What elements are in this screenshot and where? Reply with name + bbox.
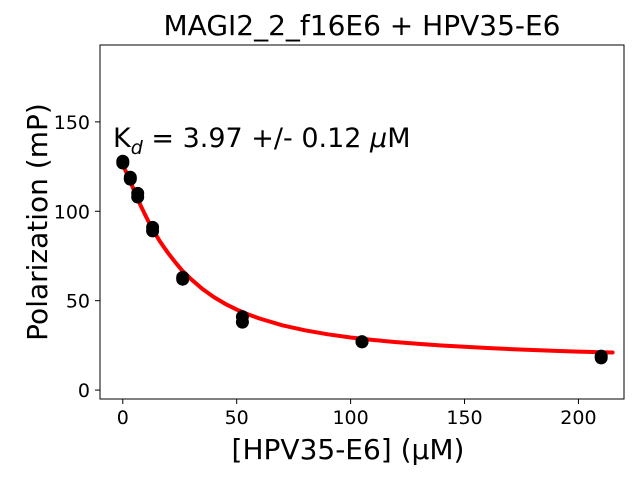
x-tick-label: 50 — [225, 407, 249, 429]
y-tick-label: 100 — [54, 201, 90, 223]
chart-title: MAGI2_2_f16E6 + HPV35-E6 — [164, 9, 561, 42]
y-axis-label: Polarization (mP) — [21, 103, 54, 341]
x-tick-label: 200 — [560, 407, 596, 429]
kd-value: = 3.97 +/- 0.12 — [143, 123, 370, 154]
kd-annotation: Kd = 3.97 +/- 0.12 μM — [113, 123, 411, 159]
data-point — [116, 156, 130, 170]
kd-subscript: d — [131, 137, 144, 159]
x-tick-label: 150 — [446, 407, 482, 429]
x-tick-label: 0 — [117, 407, 129, 429]
data-point — [235, 315, 249, 329]
data-point — [594, 351, 608, 365]
fit-curve — [120, 162, 615, 355]
data-point — [131, 190, 145, 204]
kd-unit: M — [387, 123, 410, 154]
y-tick-label: 150 — [54, 112, 90, 134]
data-point — [355, 335, 369, 349]
x-tick-label: 100 — [332, 407, 368, 429]
plot-frame — [99, 44, 625, 400]
kd-prefix: K — [113, 123, 132, 154]
data-point — [123, 172, 137, 186]
y-axis-ticks: 0 50 100 150 — [54, 112, 100, 402]
x-axis-label: [HPV35-E6] (μM) — [232, 433, 465, 466]
data-point — [176, 272, 190, 286]
plot-area — [116, 154, 615, 365]
data-point — [146, 224, 160, 238]
y-tick-label: 0 — [78, 380, 90, 402]
x-axis-ticks: 0 50 100 150 200 — [117, 399, 597, 429]
y-tick-label: 50 — [66, 291, 90, 313]
kd-mu: μ — [369, 123, 387, 154]
